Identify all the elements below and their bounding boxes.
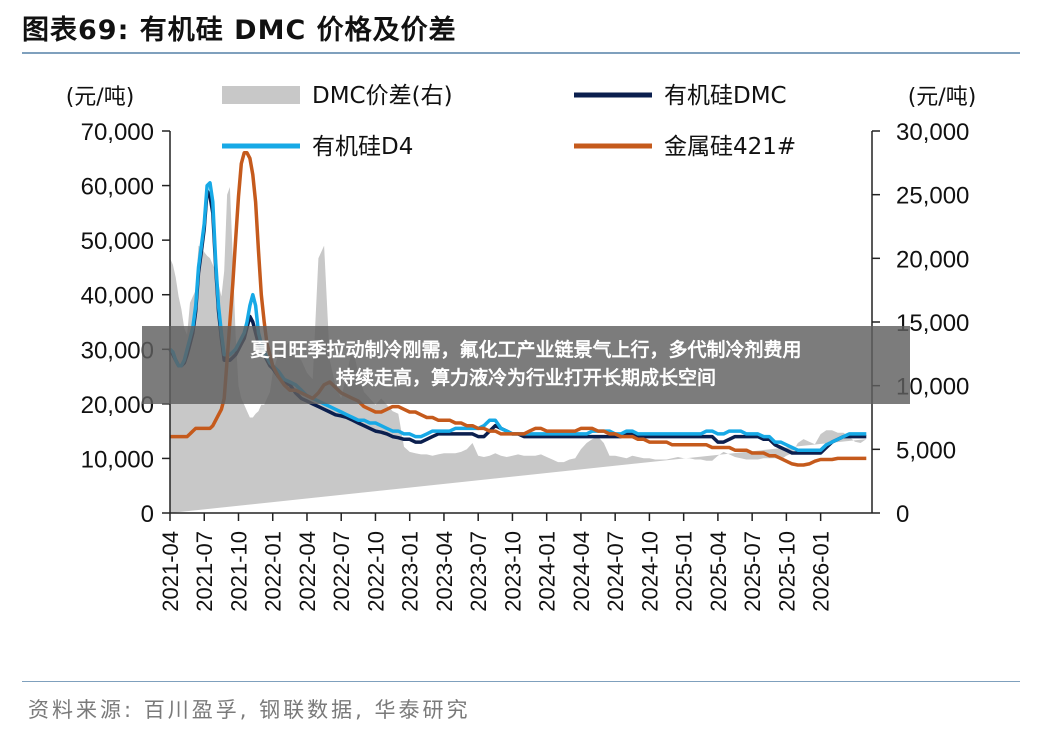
x-tick-label: 2022-07 (329, 531, 354, 612)
axes-layer: 0 10,000 20,000 30,000 40,000 50,000 60,000 70,… (66, 85, 977, 612)
left-tick-label: 60,000 (81, 174, 154, 201)
legend-label: DMC价差(右) (312, 83, 453, 109)
source-divider (22, 681, 1020, 682)
left-tick-label: 0 (141, 501, 154, 528)
legend-label: 有机硅DMC (664, 83, 787, 109)
source-note: 资料来源: 百川盈孚, 钢联数据, 华泰研究 (28, 698, 471, 722)
x-tick-label: 2024-04 (569, 531, 594, 612)
x-tick-label: 2023-10 (500, 531, 525, 612)
left-tick-label: 70,000 (81, 119, 154, 146)
x-tick-label: 2023-04 (432, 531, 457, 612)
spread-area-layer (170, 187, 867, 513)
chart-title: 图表69: 有机硅 DMC 价格及价差 (22, 15, 457, 46)
x-tick-label: 2021-04 (158, 531, 183, 612)
x-tick-label: 2024-07 (603, 531, 628, 612)
series-area-dmc-spread (170, 187, 867, 513)
title-divider (22, 52, 1020, 54)
right-tick-label: 0 (896, 501, 909, 528)
x-tick-label: 2022-01 (261, 531, 286, 612)
left-tick-label: 20,000 (81, 392, 154, 419)
x-tick-label: 2025-04 (706, 531, 731, 612)
right-tick-label: 25,000 (896, 183, 969, 210)
x-tick-label: 2025-01 (672, 531, 697, 612)
x-tick-label: 2021-07 (192, 531, 217, 612)
x-tick-label: 2024-01 (535, 531, 560, 612)
legend-label: 有机硅D4 (312, 134, 413, 160)
x-tick-label: 2023-07 (466, 531, 491, 612)
left-tick-label: 40,000 (81, 283, 154, 310)
chart: 0 10,000 20,000 30,000 40,000 50,000 60,000 70,… (66, 83, 977, 612)
x-tick-label: 2023-01 (398, 531, 423, 612)
x-tick-label: 2025-07 (740, 531, 765, 612)
right-tick-label: 5,000 (896, 437, 956, 464)
series-line-3 (170, 151, 867, 467)
left-axis-unit: (元/吨) (66, 85, 135, 110)
right-tick-label: 20,000 (896, 246, 969, 273)
right-axis-unit: (元/吨) (908, 85, 977, 110)
x-tick-label: 2024-10 (637, 531, 662, 612)
right-tick-label: 30,000 (896, 119, 969, 146)
banner-line-2: 持续走高，算力液冷为行业打开长期成长空间 (335, 367, 716, 389)
x-tick-label: 2026-01 (809, 531, 834, 612)
left-tick-label: 30,000 (81, 337, 154, 364)
x-tick-label: 2022-04 (295, 531, 320, 612)
legend: DMC价差(右) 有机硅DMC 有机硅D4 金属硅421# (222, 83, 796, 160)
x-tick-label: 2025-10 (774, 531, 799, 612)
banner-line-1: 夏日旺季拉动制冷刚需，氟化工产业链景气上行，多代制冷剂费用 (250, 339, 802, 361)
x-tick-label: 2021-10 (226, 531, 251, 612)
left-tick-label: 50,000 (81, 228, 154, 255)
x-tick-label: 2022-10 (363, 531, 388, 612)
news-banner-overlay: 夏日旺季拉动制冷刚需，氟化工产业链景气上行，多代制冷剂费用 持续走高，算力液冷为… (142, 326, 910, 404)
left-tick-label: 10,000 (81, 446, 154, 473)
legend-swatch (222, 86, 300, 104)
legend-label: 金属硅421# (664, 134, 796, 160)
